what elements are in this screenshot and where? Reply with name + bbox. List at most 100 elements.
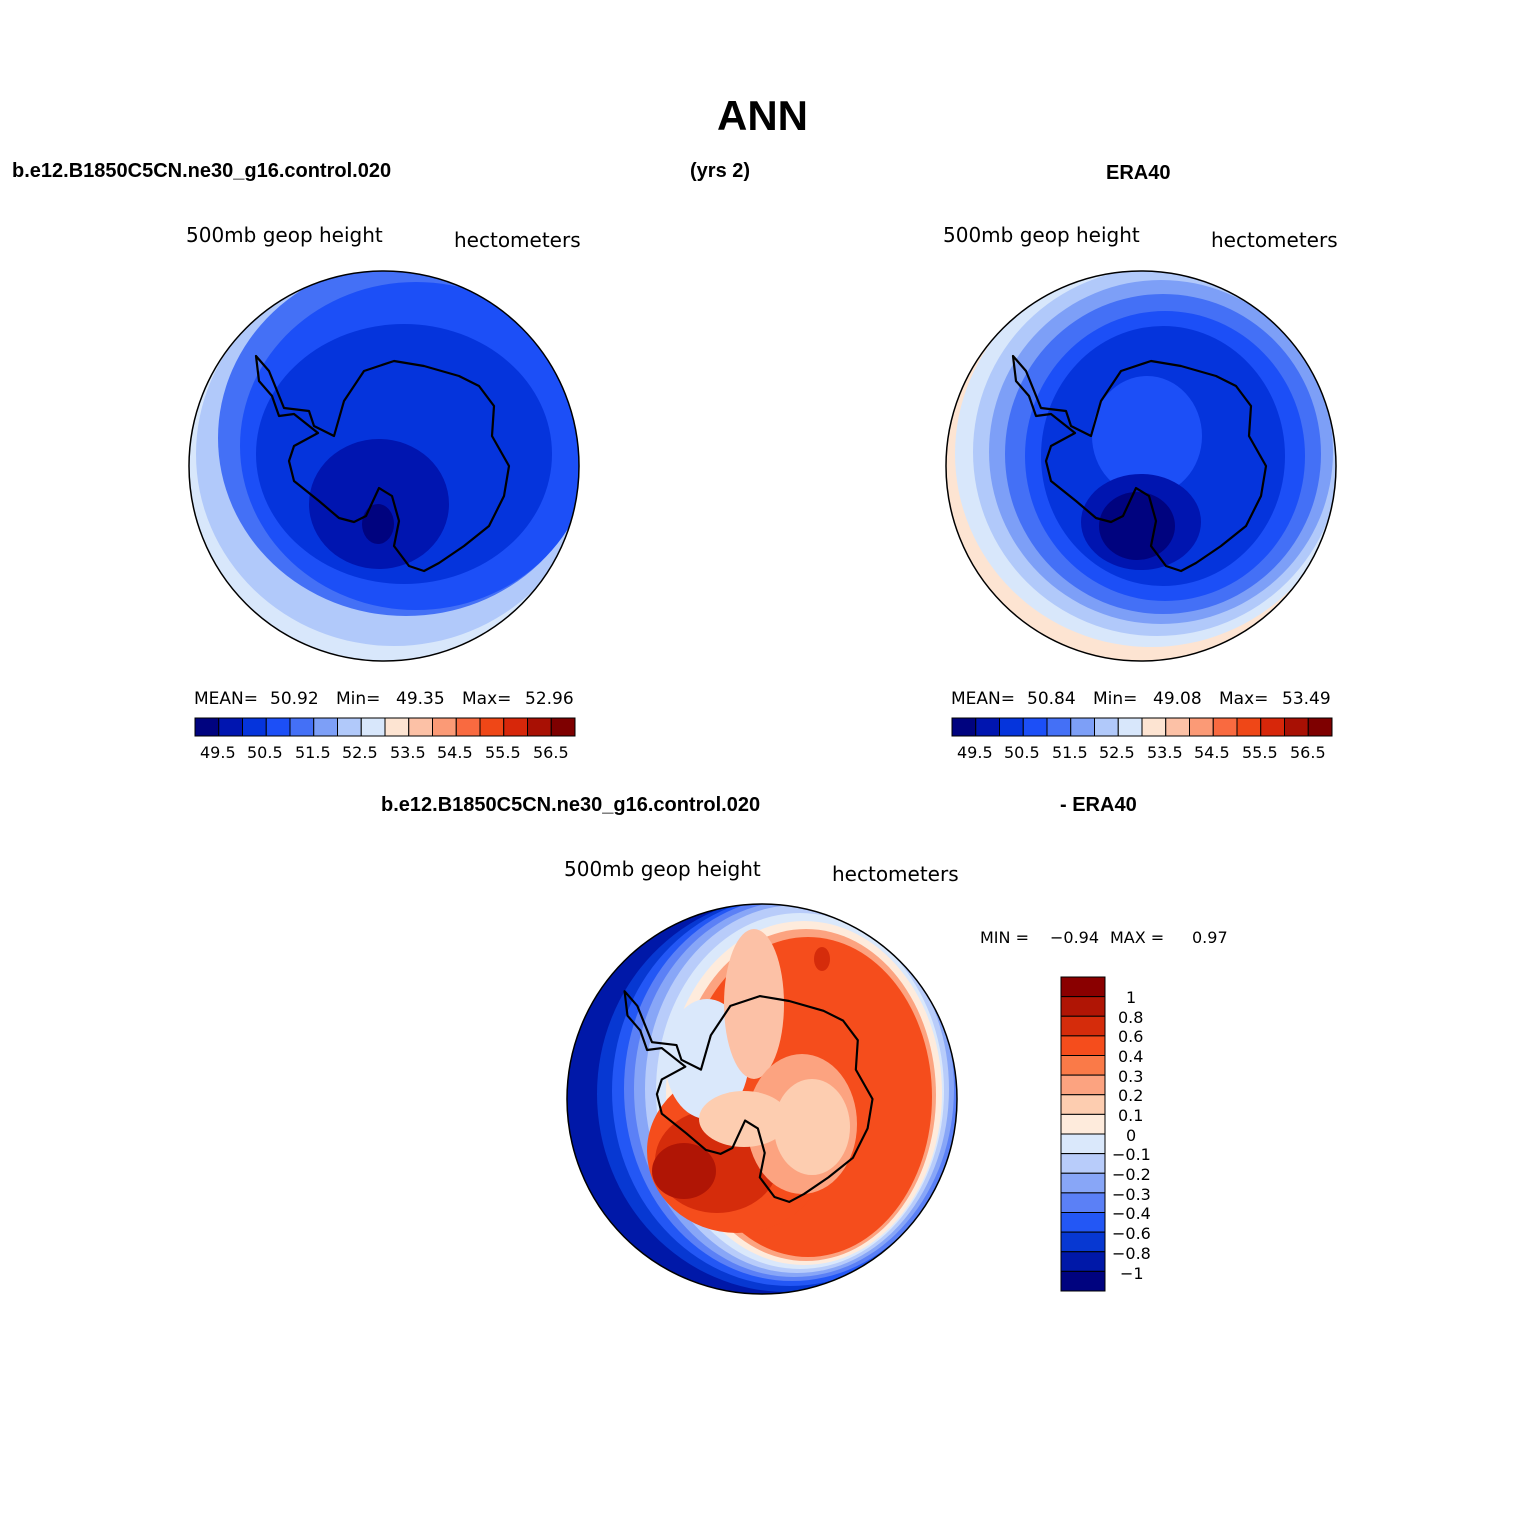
panel1-colorbar-tick: 50.5 [247, 743, 283, 762]
panel2-colorbar [951, 717, 1333, 737]
panel2-mean-value: 50.84 [1027, 689, 1076, 709]
difference-fill-north-spot [814, 947, 830, 971]
colorbar-swatch [1189, 717, 1214, 737]
panel2-units-label: hectometers [1211, 228, 1338, 252]
difference-colorbar-tick: 0.1 [1118, 1106, 1144, 1125]
colorbar-swatch [479, 717, 505, 737]
difference-colorbar-tick: −0.1 [1112, 1145, 1151, 1164]
difference-max-value: 0.97 [1192, 928, 1228, 947]
panel1-colorbar-tick: 52.5 [342, 743, 378, 762]
difference-colorbar-tick: 0.4 [1118, 1047, 1144, 1066]
colorbar-swatch [242, 717, 267, 737]
panel2-colorbar-tick: 51.5 [1052, 743, 1088, 762]
colorbar-swatch [1060, 1133, 1106, 1155]
panel1-colorbar-tick: 54.5 [437, 743, 473, 762]
colorbar-swatch [1060, 1074, 1106, 1096]
panel2-max-label: Max= [1219, 689, 1269, 709]
difference-colorbar-tick: 0.3 [1118, 1067, 1144, 1086]
panel1-mean-label: MEAN= [194, 689, 258, 709]
colorbar-swatch [1060, 1172, 1106, 1194]
panel2-colorbar-tick: 52.5 [1099, 743, 1135, 762]
difference-colorbar [1060, 976, 1106, 1292]
panel2-colorbar-tick: 54.5 [1194, 743, 1230, 762]
panel2-fill-min [1099, 492, 1175, 560]
colorbar-swatch [408, 717, 433, 737]
colorbar-swatch [1060, 1015, 1106, 1037]
difference-colorbar-tick: −0.4 [1112, 1204, 1151, 1223]
panel1-max-label: Max= [462, 689, 512, 709]
difference-colorbar-tick: 0.6 [1118, 1027, 1144, 1046]
colorbar-swatch [1284, 717, 1309, 737]
colorbar-swatch [1236, 717, 1262, 737]
panel1-colorbar [194, 717, 576, 737]
panel1-colorbar-tick: 51.5 [295, 743, 331, 762]
panel1-colorbar-tick: 56.5 [533, 743, 569, 762]
colorbar-swatch [313, 717, 338, 737]
colorbar-swatch [550, 717, 576, 737]
colorbar-swatch [432, 717, 457, 737]
colorbar-swatch [527, 717, 552, 737]
colorbar-swatch [951, 717, 977, 737]
panel1-min-label: Min= [336, 689, 381, 709]
panel1-antarctica-coastline [254, 354, 511, 573]
panel1-colorbar-tick: 55.5 [485, 743, 521, 762]
colorbar-swatch [1060, 1055, 1106, 1076]
colorbar-swatch [1060, 996, 1106, 1017]
colorbar-swatch [999, 717, 1024, 737]
panel2-mean-label: MEAN= [951, 689, 1015, 709]
panel2-fill-ridge [1092, 376, 1202, 496]
panel2-min-label: Min= [1093, 689, 1138, 709]
colorbar-swatch [1060, 976, 1106, 998]
difference-min-value: −0.94 [1050, 928, 1100, 947]
colorbar-swatch [1060, 1094, 1106, 1115]
difference-units-label: hectometers [832, 862, 959, 886]
panel2-polar-map [945, 270, 1337, 662]
panel1-fill-min [362, 504, 394, 544]
colorbar-swatch [975, 717, 1000, 737]
panel2-colorbar-tick: 53.5 [1147, 743, 1183, 762]
colorbar-swatch [455, 717, 481, 737]
colorbar-swatch [1165, 717, 1190, 737]
panel1-colorbar-tick: 49.5 [200, 743, 236, 762]
panel1-max-value: 52.96 [525, 689, 574, 709]
colorbar-swatch [265, 717, 291, 737]
difference-left-title: b.e12.B1850C5CN.ne30_g16.control.020 [381, 794, 761, 816]
colorbar-swatch [1060, 1153, 1106, 1174]
panel1-min-value: 49.35 [396, 689, 445, 709]
colorbar-swatch [218, 717, 243, 737]
difference-colorbar-tick: 0.8 [1118, 1008, 1144, 1027]
obs-name-title: ERA40 [1106, 162, 1171, 184]
panel2-map-boundary [945, 270, 1337, 662]
colorbar-swatch [194, 717, 220, 737]
panel1-mean-value: 50.92 [270, 689, 319, 709]
colorbar-swatch [1094, 717, 1119, 737]
panel1-variable-label: 500mb geop height [186, 223, 383, 247]
panel2-colorbar-tick: 55.5 [1242, 743, 1278, 762]
colorbar-swatch [1307, 717, 1333, 737]
difference-fill-sw-max [652, 1143, 716, 1199]
colorbar-swatch [384, 717, 410, 737]
panel2-variable-label: 500mb geop height [943, 223, 1140, 247]
colorbar-swatch [1141, 717, 1167, 737]
colorbar-swatch [503, 717, 528, 737]
difference-colorbar-tick: −1 [1120, 1264, 1144, 1283]
colorbar-swatch [360, 717, 386, 737]
years-title: (yrs 2) [690, 160, 751, 182]
difference-variable-label: 500mb geop height [564, 857, 761, 881]
colorbar-swatch [1060, 1231, 1106, 1253]
difference-colorbar-tick: −0.2 [1112, 1165, 1151, 1184]
panel1-polar-map [188, 270, 580, 662]
colorbar-swatch [1060, 1192, 1106, 1213]
colorbar-swatch [1060, 1113, 1106, 1135]
panel2-min-value: 49.08 [1153, 689, 1202, 709]
difference-antarctica-coastline [623, 990, 874, 1203]
difference-fill-ross-01 [699, 1091, 789, 1147]
colorbar-swatch [1060, 1251, 1106, 1272]
colorbar-swatch [1046, 717, 1072, 737]
panel2-colorbar-tick: 50.5 [1004, 743, 1040, 762]
colorbar-swatch [1022, 717, 1048, 737]
difference-min-label: MIN = [980, 928, 1029, 947]
difference-colorbar-tick: 0.2 [1118, 1086, 1144, 1105]
colorbar-swatch [1212, 717, 1238, 737]
colorbar-swatch [1060, 1035, 1106, 1056]
